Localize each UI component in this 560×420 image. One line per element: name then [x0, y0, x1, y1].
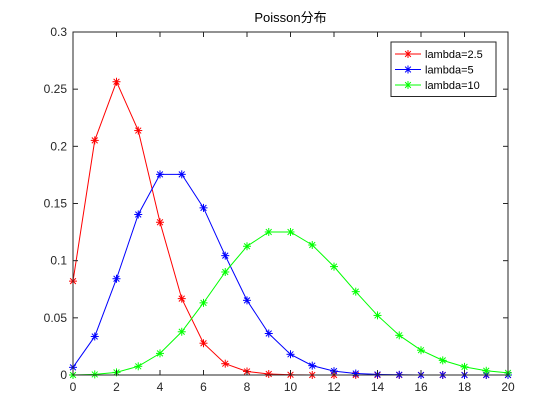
data-point: [90, 136, 99, 145]
data-point: [460, 362, 469, 371]
legend-label: lambda=5: [425, 65, 474, 77]
legend-marker: [404, 65, 412, 74]
legend-item: lambda=2.5: [395, 49, 483, 61]
legend-marker: [404, 50, 412, 58]
data-point: [417, 346, 425, 355]
x-tick-label: 20: [501, 380, 515, 394]
legend-label: lambda=2.5: [425, 49, 483, 61]
x-tick-label: 14: [371, 380, 385, 394]
y-tick-label: 0.1: [50, 254, 67, 268]
data-point: [482, 366, 491, 375]
y-tick-label: 0: [60, 368, 67, 382]
y-tick-label: 0.25: [44, 82, 68, 96]
data-point: [286, 350, 295, 359]
data-point: [90, 332, 99, 341]
legend-item: lambda=5: [395, 65, 474, 77]
x-tick-label: 8: [244, 380, 251, 394]
data-point: [156, 218, 164, 227]
data-point: [286, 227, 295, 236]
legend: lambda=2.5 lambda=5 lambda=10: [390, 41, 497, 97]
legend-item: lambda=10: [395, 80, 480, 92]
data-point: [156, 349, 164, 358]
data-point: [199, 339, 208, 348]
legend-label: lambda=10: [425, 80, 480, 92]
data-point: [308, 361, 317, 370]
x-tick-label: 4: [157, 380, 164, 394]
chart-title: Poisson分布: [254, 10, 326, 25]
data-point: [112, 274, 121, 283]
data-point: [264, 329, 273, 338]
data-point: [351, 369, 360, 378]
data-point: [264, 369, 273, 378]
data-point: [221, 251, 230, 260]
y-tick-label: 0.2: [50, 139, 67, 153]
data-point: [134, 210, 143, 219]
data-point: [177, 327, 186, 336]
data-point: [134, 362, 143, 371]
data-point: [308, 241, 317, 250]
data-point: [199, 298, 208, 307]
data-point: [90, 370, 99, 379]
data-point: [330, 262, 338, 271]
data-point: [243, 242, 251, 251]
data-point: [177, 294, 186, 303]
x-tick-label: 18: [458, 380, 472, 394]
data-point: [221, 359, 230, 368]
data-point: [112, 77, 121, 86]
y-tick-label: 0.15: [44, 197, 68, 211]
x-tick-label: 2: [113, 380, 120, 394]
x-tick-label: 10: [284, 380, 298, 394]
data-point: [134, 126, 143, 135]
axes-layer: 0 2 4 6 8 10 12 14 16 18 20 0 0.05 0.1 0.15 0.2 0.25 0.3: [44, 25, 515, 394]
data-point: [264, 227, 273, 236]
data-point: [156, 170, 164, 179]
x-tick-label: 16: [414, 380, 428, 394]
data-point: [395, 331, 404, 340]
y-tick-label: 0.05: [44, 311, 68, 325]
x-tick-label: 6: [200, 380, 207, 394]
x-tick-label: 12: [327, 380, 341, 394]
data-point: [351, 287, 360, 296]
data-point: [221, 267, 230, 276]
data-point: [438, 356, 447, 365]
data-point: [177, 170, 186, 179]
x-tick-label: 0: [70, 380, 77, 394]
data-point: [243, 296, 251, 305]
data-point: [199, 203, 208, 212]
legend-marker: [404, 81, 412, 89]
y-tick-label: 0.3: [50, 25, 67, 39]
data-point: [373, 311, 382, 320]
